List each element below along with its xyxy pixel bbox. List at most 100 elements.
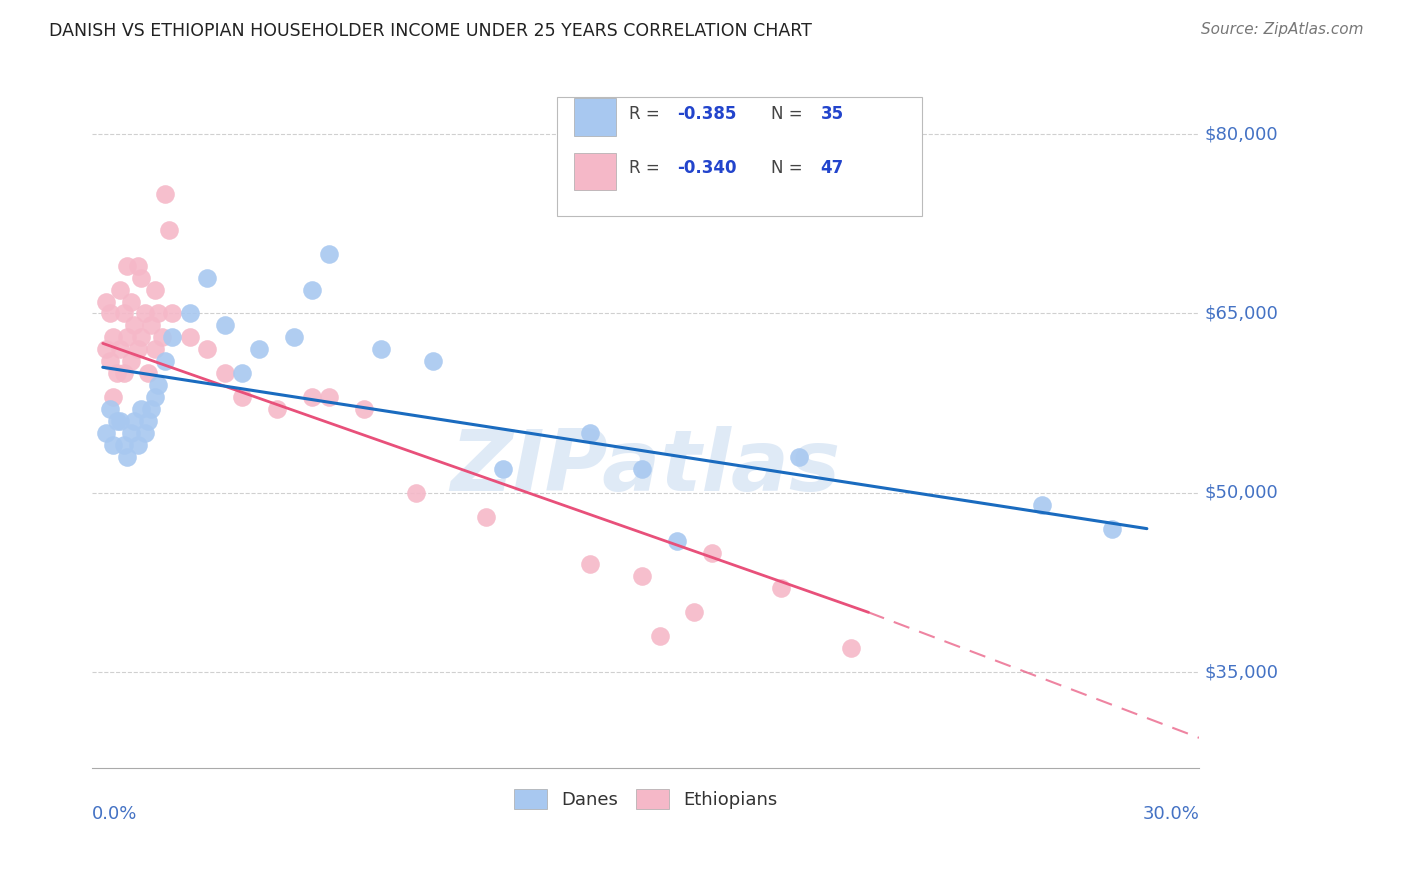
Point	[266, 402, 288, 417]
Point	[700, 545, 723, 559]
Point	[129, 270, 152, 285]
Text: $80,000: $80,000	[1205, 125, 1278, 144]
Point	[318, 390, 340, 404]
Point	[231, 390, 253, 404]
Point	[474, 509, 496, 524]
Point	[115, 259, 138, 273]
Point	[112, 366, 135, 380]
Point	[148, 378, 170, 392]
Point	[214, 318, 236, 333]
Point	[98, 306, 121, 320]
Point	[157, 223, 180, 237]
Text: Source: ZipAtlas.com: Source: ZipAtlas.com	[1201, 22, 1364, 37]
Point	[127, 343, 149, 357]
Point	[134, 425, 156, 440]
Point	[129, 402, 152, 417]
Point	[179, 306, 201, 320]
Point	[155, 186, 177, 201]
Point	[405, 485, 427, 500]
Point	[127, 438, 149, 452]
Point	[839, 641, 862, 656]
Point	[787, 450, 810, 464]
Point	[148, 306, 170, 320]
Point	[318, 246, 340, 260]
Text: R =: R =	[628, 159, 665, 178]
Point	[683, 605, 706, 619]
Text: 30.0%: 30.0%	[1142, 805, 1199, 823]
Point	[122, 414, 145, 428]
Point	[283, 330, 305, 344]
Text: 47: 47	[821, 159, 844, 178]
Text: $35,000: $35,000	[1205, 663, 1278, 681]
FancyBboxPatch shape	[557, 96, 922, 216]
Point	[115, 330, 138, 344]
Bar	[574, 98, 616, 136]
Point	[98, 402, 121, 417]
Text: $65,000: $65,000	[1205, 304, 1278, 323]
Point	[247, 343, 270, 357]
Point	[141, 402, 163, 417]
Point	[103, 390, 125, 404]
Point	[422, 354, 444, 368]
Point	[666, 533, 689, 548]
Text: -0.340: -0.340	[676, 159, 737, 178]
Point	[143, 390, 166, 404]
Text: ZIPatlas: ZIPatlas	[450, 426, 841, 509]
Point	[150, 330, 173, 344]
Point	[115, 450, 138, 464]
Point	[770, 582, 793, 596]
Text: R =: R =	[628, 104, 665, 122]
Text: N =: N =	[770, 159, 807, 178]
Text: 35: 35	[821, 104, 844, 122]
Point	[179, 330, 201, 344]
Point	[112, 438, 135, 452]
Point	[370, 343, 392, 357]
Point	[96, 343, 118, 357]
Point	[155, 354, 177, 368]
Point	[143, 283, 166, 297]
Point	[301, 283, 323, 297]
Point	[120, 354, 142, 368]
Point	[105, 414, 128, 428]
Point	[108, 343, 131, 357]
Point	[231, 366, 253, 380]
Point	[631, 569, 654, 583]
Point	[648, 629, 671, 643]
Bar	[574, 153, 616, 190]
Point	[353, 402, 375, 417]
Point	[162, 306, 184, 320]
Point	[120, 294, 142, 309]
Point	[195, 343, 218, 357]
Point	[103, 330, 125, 344]
Point	[105, 366, 128, 380]
Point	[195, 270, 218, 285]
Point	[96, 294, 118, 309]
Text: DANISH VS ETHIOPIAN HOUSEHOLDER INCOME UNDER 25 YEARS CORRELATION CHART: DANISH VS ETHIOPIAN HOUSEHOLDER INCOME U…	[49, 22, 813, 40]
Point	[112, 306, 135, 320]
Point	[1101, 522, 1123, 536]
Point	[143, 343, 166, 357]
Point	[492, 462, 515, 476]
Point	[98, 354, 121, 368]
Point	[103, 438, 125, 452]
Point	[129, 330, 152, 344]
Text: 0.0%: 0.0%	[93, 805, 138, 823]
Point	[136, 366, 159, 380]
Point	[579, 425, 602, 440]
Point	[301, 390, 323, 404]
Point	[631, 462, 654, 476]
Point	[127, 259, 149, 273]
Text: -0.385: -0.385	[676, 104, 737, 122]
Point	[579, 558, 602, 572]
Point	[108, 414, 131, 428]
Legend: Danes, Ethiopians: Danes, Ethiopians	[508, 781, 785, 816]
Point	[122, 318, 145, 333]
Point	[136, 414, 159, 428]
Text: N =: N =	[770, 104, 807, 122]
Point	[1031, 498, 1053, 512]
Point	[108, 283, 131, 297]
Point	[96, 425, 118, 440]
Point	[214, 366, 236, 380]
Point	[141, 318, 163, 333]
Text: $50,000: $50,000	[1205, 483, 1278, 502]
